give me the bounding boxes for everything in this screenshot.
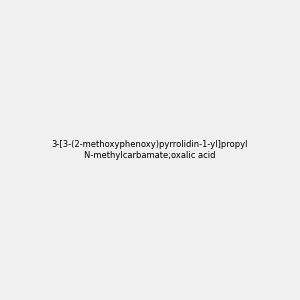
- Text: 3-[3-(2-methoxyphenoxy)pyrrolidin-1-yl]propyl N-methylcarbamate;oxalic acid: 3-[3-(2-methoxyphenoxy)pyrrolidin-1-yl]p…: [52, 140, 248, 160]
